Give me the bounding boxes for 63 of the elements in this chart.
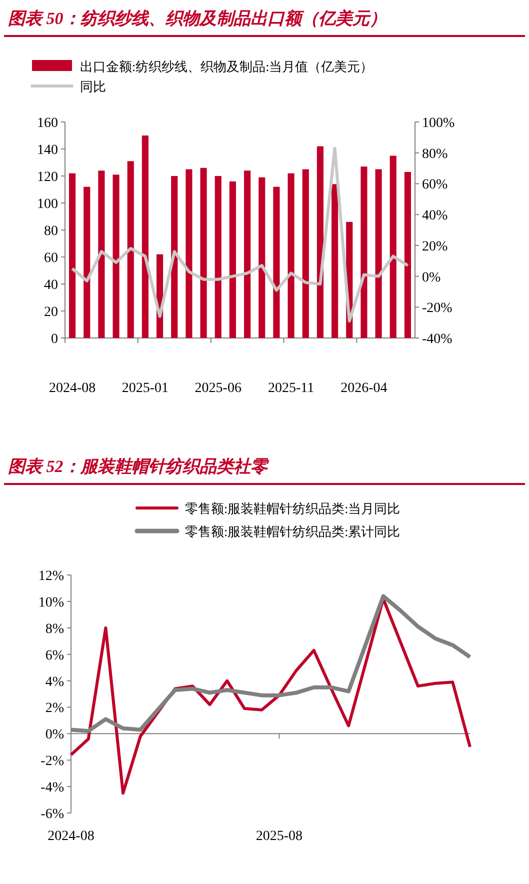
x-tick-label: 2026-04 [340,381,388,396]
y-tick-label: 160 [37,116,58,131]
bar [244,170,251,338]
legend-label: 出口金额:纺织纱线、织物及制品:当月值（亿美元） [80,59,374,74]
y-tick-label: 8% [45,622,64,637]
chart-title: 图表 50：纺织纱线、织物及制品出口额（亿美元） [8,8,386,28]
y-tick-label: 10% [38,595,64,610]
bar [302,169,309,338]
y-tick-label: 100 [37,197,58,212]
bar [390,156,396,338]
x-tick-label: 2024-08 [48,381,96,396]
bar [375,169,382,338]
legend-label: 零售额:服装鞋帽针纺织品类:当月同比 [185,501,400,516]
bar [127,161,134,338]
x-tick-label: 2025-08 [256,829,303,844]
y-tick-label: 4% [45,674,64,690]
bar [360,166,368,338]
y-tick-label: 80 [44,224,58,239]
y-tick-label: 12% [38,569,64,584]
y-tick-label: 2% [45,701,64,716]
y2-tick-label: 40% [422,208,448,224]
bar [273,186,280,338]
y-tick-label: 60 [44,251,58,266]
y-tick-label: 120 [37,170,58,185]
bar [258,177,266,338]
bar [332,184,338,338]
y2-tick-label: 20% [422,239,448,254]
bar [69,173,76,338]
y-tick-label: -2% [40,754,64,770]
y2-tick-label: 80% [422,146,448,162]
y-tick-label: -4% [40,780,64,796]
y-tick-label: 0% [45,728,64,743]
bar [98,170,105,338]
y2-tick-label: 60% [422,178,448,193]
y2-tick-label: 0% [422,270,441,286]
y2-tick-label: 100% [422,116,455,131]
x-tick-label: 2025-06 [194,381,242,396]
line-series [70,146,410,323]
y2-tick-label: -20% [422,301,453,316]
bar [288,173,294,338]
bar [84,186,90,338]
y-tick-label: 40 [44,278,58,293]
y2-tick-label: -40% [422,332,453,347]
bar [404,172,411,338]
legend-label: 同比 [80,79,106,94]
x-tick-label: 2025-01 [122,381,169,396]
x-tick-label: 2024-08 [48,829,94,844]
bar [112,174,120,338]
y-tick-label: 0 [51,332,58,347]
bar [214,176,222,338]
bar [171,176,178,338]
bar [142,136,148,338]
bar [186,169,192,338]
bar [200,168,207,338]
bar [229,181,236,338]
y-tick-label: 6% [45,648,64,664]
legend-label: 零售额:服装鞋帽针纺织品类:累计同比 [185,524,400,539]
chart-title: 图表 52：服装鞋帽针纺织品类社零 [8,457,270,476]
x-tick-label: 2025-11 [268,381,314,396]
y-tick-label: 20 [44,305,58,320]
bar [316,146,324,338]
y-tick-label: -6% [40,807,64,822]
y-tick-label: 140 [37,143,58,158]
